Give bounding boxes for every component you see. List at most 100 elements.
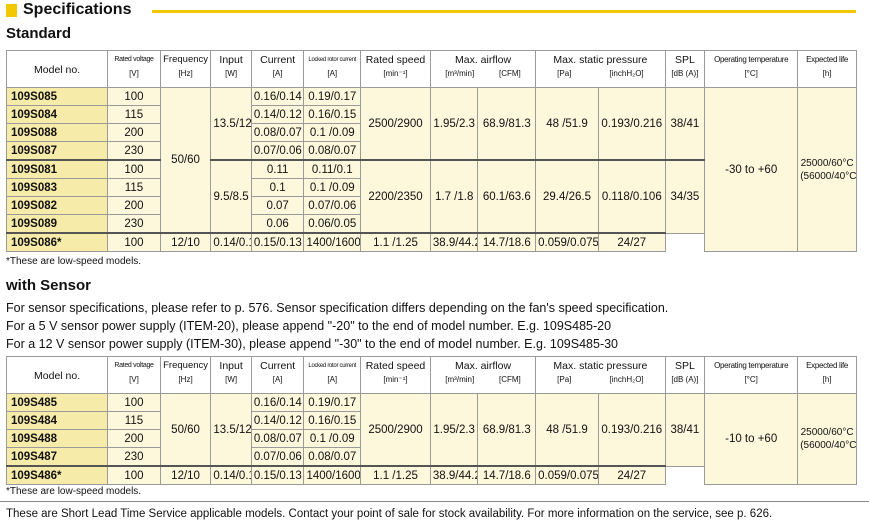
input-power: 9.5/8.5 (210, 159, 252, 234)
input-power: 12/10 (159, 232, 212, 252)
model-number: 109S089 (5, 214, 109, 234)
table-row: 109S089 230 0.06 0.06/0.05 (5, 214, 857, 234)
col-model: Model no. (5, 50, 109, 88)
section-title: Specifications (23, 1, 132, 18)
operating-temperature: -10 to +60 (704, 393, 799, 485)
sensor-footnote: *These are low-speed models. (6, 486, 142, 497)
airflow-cfm: 38.9/44.2 (429, 465, 479, 485)
rated-voltage: 100 (107, 87, 161, 106)
col-frequency: Frequency [Hz] (159, 356, 212, 394)
current: 0.14/0.12 (250, 105, 305, 124)
col-expected-life: Expected life [h] (797, 50, 857, 88)
model-number: 109S087 (5, 141, 109, 161)
col-rated-speed: Rated speed [min⁻¹] (360, 356, 431, 394)
locked-rotor-current: 0.15/0.13 (250, 232, 305, 252)
model-number: 109S086* (5, 232, 109, 252)
col-spl: SPL [dB (A)] (664, 356, 706, 394)
rated-voltage: 200 (107, 429, 161, 448)
locked-rotor-current: 0.08/0.07 (303, 447, 362, 467)
locked-rotor-current: 0.16/0.15 (303, 105, 362, 124)
current: 0.16/0.14 (250, 87, 305, 106)
col-rated-speed: Rated speed [min⁻¹] (360, 50, 431, 88)
model-number: 109S488 (5, 429, 109, 448)
table-row: 109S487 230 0.07/0.06 0.08/0.07 (5, 447, 857, 467)
table-row: 109S081 100 9.5/8.5 0.11 0.11/0.1 2200/2350 1.… (5, 159, 857, 234)
rated-voltage: 200 (107, 196, 161, 215)
locked-rotor-current: 0.1 /0.09 (303, 429, 362, 448)
current: 0.14/0.12 (210, 465, 252, 485)
current: 0.08/0.07 (250, 123, 305, 142)
sensor-note-3: For a 12 V sensor power supply (ITEM-30)… (6, 337, 619, 351)
pressure-pa: 48 /51.9 (535, 393, 599, 467)
rated-speed: 2500/2900 (360, 393, 431, 467)
model-number: 109S484 (5, 411, 109, 430)
rated-speed: 2500/2900 (360, 87, 431, 161)
pressure-inch: 0.193/0.216 (597, 87, 666, 161)
spl: 38/41 (664, 393, 706, 467)
airflow-cfm: 60.1/63.6 (477, 159, 537, 234)
current: 0.06 (250, 214, 305, 234)
pressure-inch: 0.059/0.075 (535, 232, 599, 252)
spl: 38/41 (664, 87, 706, 161)
current: 0.14/0.12 (210, 232, 252, 252)
spl: 34/35 (664, 159, 706, 234)
table-row: 109S083 115 0.1 0.1 /0.09 (5, 178, 857, 197)
locked-rotor-current: 0.11/0.1 (303, 159, 362, 179)
col-input: Input [W] (210, 356, 252, 394)
model-number: 109S082 (5, 196, 109, 215)
col-current: Current [A] (250, 356, 305, 394)
airflow-m3: 1.95/2.3 (429, 87, 479, 161)
current: 0.11 (250, 159, 305, 179)
current: 0.1 (250, 178, 305, 197)
rated-voltage: 115 (107, 411, 161, 430)
table-row: 109S086*10012/100.14/0.120.15/0.131400/1… (5, 232, 857, 252)
pressure-pa: 14.7/18.6 (477, 465, 537, 485)
input-power: 13.5/12 (210, 393, 252, 467)
locked-rotor-current: 0.07/0.06 (303, 196, 362, 215)
sensor-heading: with Sensor (6, 277, 92, 294)
airflow-m3: 1.1 /1.25 (360, 232, 431, 252)
standard-footnote: *These are low-speed models. (6, 256, 142, 267)
section-rule (152, 10, 856, 13)
model-number: 109S088 (5, 123, 109, 142)
pressure-inch: 0.118/0.106 (597, 159, 666, 234)
model-number: 109S083 (5, 178, 109, 197)
sensor-spec-table: Model no. Rated voltage [V] Frequency [Hz]… (5, 356, 857, 485)
table-row: 109S084 115 0.14/0.12 0.16/0.15 (5, 105, 857, 124)
locked-rotor-current: 0.08/0.07 (303, 141, 362, 161)
current: 0.07/0.06 (250, 447, 305, 467)
col-expected-life: Expected life [h] (797, 356, 857, 394)
footer-divider (0, 501, 869, 502)
rated-speed: 1400/1600 (303, 465, 362, 485)
col-max-airflow: Max. airflow [m³/min] [CFM] (429, 50, 537, 88)
rated-voltage: 100 (107, 232, 161, 252)
model-number: 109S485 (5, 393, 109, 412)
table-row: 109S488 200 0.08/0.07 0.1 /0.09 (5, 429, 857, 448)
airflow-cfm: 68.9/81.3 (477, 393, 537, 467)
pressure-pa: 29.4/26.5 (535, 159, 599, 234)
model-number: 109S081 (5, 159, 109, 179)
col-current: Current [A] (250, 50, 305, 88)
locked-rotor-current: 0.1 /0.09 (303, 123, 362, 142)
table-row: 109S485 100 50/60 13.5/12 0.16/0.14 0.19/0.17… (5, 393, 857, 485)
frequency: 50/60 (159, 87, 212, 234)
rated-voltage: 230 (107, 141, 161, 161)
current: 0.07 (250, 196, 305, 215)
current: 0.14/0.12 (250, 411, 305, 430)
col-frequency: Frequency [Hz] (159, 50, 212, 88)
table-row: 109S085 100 50/60 13.5/12 0.16/0.14 0.19/0.17… (5, 87, 857, 252)
table-row: 109S486*10012/100.14/0.120.15/0.131400/1… (5, 465, 857, 485)
standard-spec-table: Model no. Rated voltage [V] Frequency [Hz]… (5, 50, 857, 252)
sensor-note-2: For a 5 V sensor power supply (ITEM-20),… (6, 319, 612, 333)
sensor-note-1: For sensor specifications, please refer … (6, 301, 669, 315)
rated-voltage: 100 (107, 465, 161, 485)
col-model: Model no. (5, 356, 109, 394)
rated-voltage: 230 (107, 447, 161, 467)
expected-life: 25000/60°C (56000/40°C) (797, 87, 857, 252)
header-row: Model no. Rated voltage [V] Frequency [Hz]… (5, 356, 857, 394)
frequency: 50/60 (159, 393, 212, 467)
rated-voltage: 230 (107, 214, 161, 234)
spl: 24/27 (597, 465, 666, 485)
expected-life-secondary: (56000/40°C) (800, 440, 857, 451)
rated-speed: 2200/2350 (360, 159, 431, 234)
